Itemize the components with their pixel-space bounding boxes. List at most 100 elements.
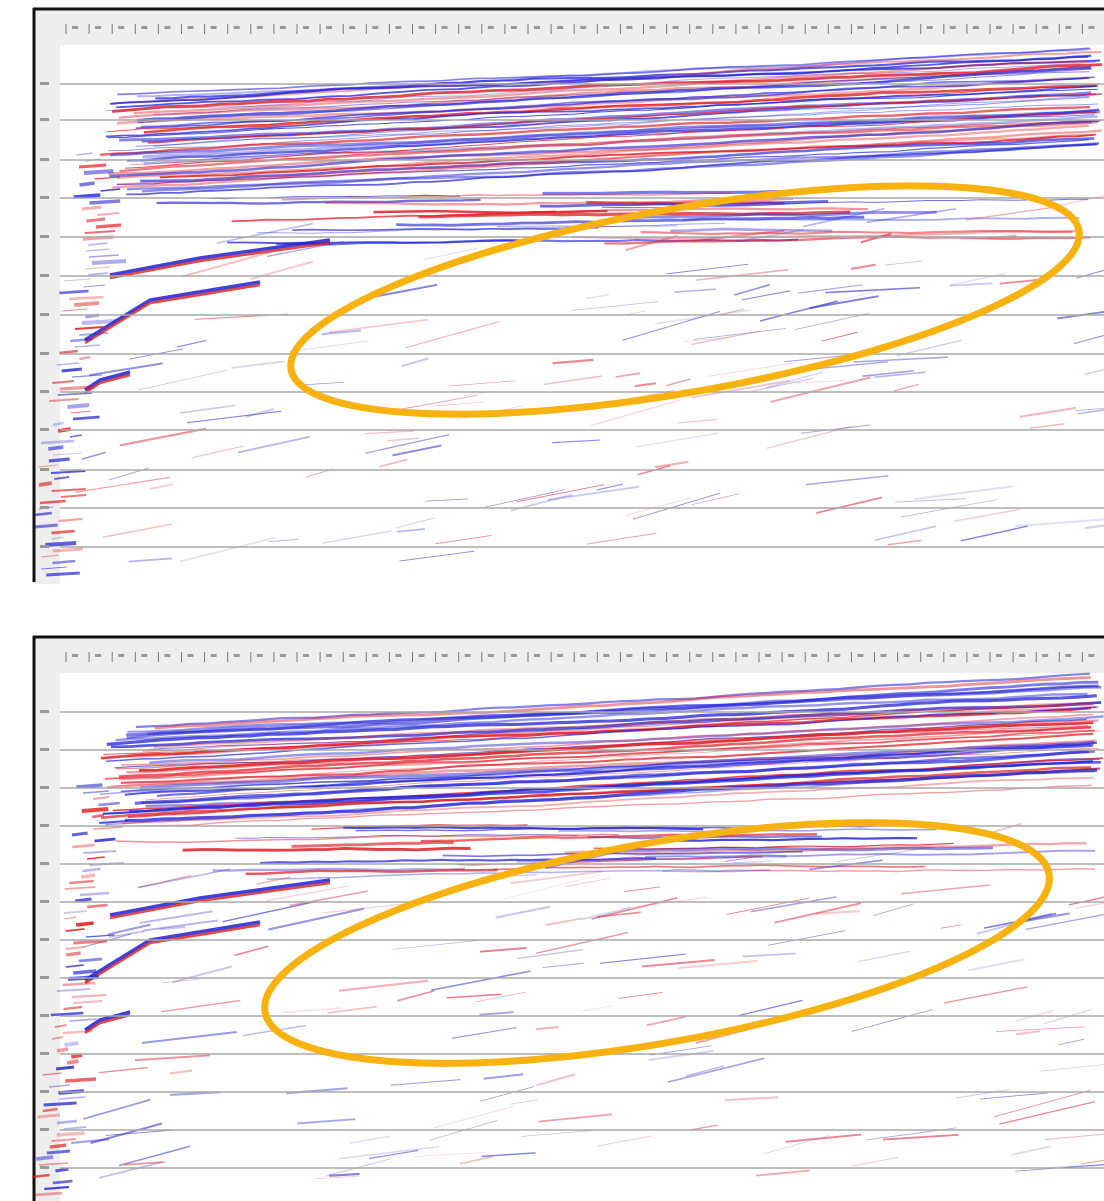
ruler-label-glyph — [557, 26, 563, 29]
ruler-label-glyph — [442, 654, 448, 657]
ruler-label-glyph — [881, 654, 887, 657]
ruler-label-glyph — [857, 26, 863, 29]
ruler-label-glyph — [488, 654, 494, 657]
edge-noise — [45, 543, 76, 545]
ruler-label-glyph — [511, 26, 517, 29]
ruler-label-glyph — [580, 654, 586, 657]
ruler-label-glyph — [650, 26, 656, 29]
ruler-label-glyph — [234, 654, 240, 657]
ruler-label-glyph — [927, 26, 933, 29]
ruler-label-glyph — [118, 654, 124, 657]
edge-noise — [57, 1121, 77, 1123]
edge-noise — [74, 303, 99, 305]
ruler-label-glyph — [742, 26, 748, 29]
ruler-label-glyph — [511, 654, 517, 657]
ruler-label-glyph — [603, 654, 609, 657]
edge-noise — [66, 953, 81, 955]
ruler-label-glyph — [696, 654, 702, 657]
ruler-label-glyph — [349, 654, 355, 657]
ruler-label-glyph — [372, 26, 378, 29]
axis-label-glyph — [40, 158, 49, 161]
ruler-label-glyph — [465, 26, 471, 29]
ruler-label-glyph — [72, 26, 78, 29]
ruler-label-glyph — [1088, 26, 1094, 29]
edge-noise — [55, 1169, 68, 1171]
edge-noise — [39, 483, 52, 485]
edge-noise — [75, 899, 91, 901]
ruler-label-glyph — [395, 654, 401, 657]
ruler-label-glyph — [95, 26, 101, 29]
axis-label-glyph — [40, 748, 49, 751]
edge-noise — [57, 1133, 85, 1135]
ruler-label-glyph — [1042, 654, 1048, 657]
ruler-label-glyph — [419, 654, 425, 657]
edge-noise — [53, 549, 83, 551]
edge-noise — [81, 875, 95, 877]
ruler-label-glyph — [719, 654, 725, 657]
edge-noise — [48, 447, 63, 449]
ruler-label-glyph — [904, 654, 910, 657]
ruler-label-glyph — [811, 654, 817, 657]
ruler-label-glyph — [765, 654, 771, 657]
axis-label-glyph — [40, 1166, 49, 1169]
edge-noise — [82, 809, 108, 811]
ruler-label-glyph — [927, 654, 933, 657]
edge-noise — [44, 1103, 77, 1105]
ruler-label-glyph — [188, 26, 194, 29]
ruler-label-glyph — [72, 654, 78, 657]
ruler-label-glyph — [811, 26, 817, 29]
ruler-label-glyph — [326, 654, 332, 657]
axis-label-glyph — [40, 545, 49, 548]
axis-label-glyph — [40, 1052, 49, 1055]
ruler-label-glyph — [950, 654, 956, 657]
axis-label-glyph — [40, 196, 49, 199]
edge-noise — [73, 971, 96, 973]
ruler-label-glyph — [904, 26, 910, 29]
axis-label-glyph — [40, 506, 49, 509]
edge-noise — [92, 261, 126, 263]
ruler-label-glyph — [696, 26, 702, 29]
edge-noise — [49, 459, 70, 461]
ruler-label-glyph — [442, 26, 448, 29]
seismic-panel — [32, 636, 1104, 1201]
ruler-label-glyph — [1065, 26, 1071, 29]
ruler-label-glyph — [257, 654, 263, 657]
ruler-label-glyph — [395, 26, 401, 29]
ruler-label-glyph — [234, 26, 240, 29]
ruler-label-glyph — [280, 654, 286, 657]
ruler-label-glyph — [141, 654, 147, 657]
ruler-label-glyph — [834, 26, 840, 29]
ruler-label-glyph — [881, 26, 887, 29]
edge-noise — [35, 525, 58, 527]
ruler-label-glyph — [765, 26, 771, 29]
ruler-label-glyph — [626, 26, 632, 29]
ruler-label-glyph — [719, 26, 725, 29]
edge-noise — [56, 1067, 74, 1069]
edge-noise — [62, 369, 82, 371]
axis-label-glyph — [40, 352, 49, 355]
ruler-label-glyph — [996, 26, 1002, 29]
edge-noise — [82, 207, 102, 209]
edge-noise — [47, 1151, 70, 1153]
axis-label-glyph — [40, 428, 49, 431]
edge-noise — [41, 441, 74, 443]
edge-noise — [64, 1043, 78, 1045]
ruler-label-glyph — [1019, 654, 1025, 657]
edge-noise — [57, 1049, 68, 1051]
ruler-label-glyph — [534, 654, 540, 657]
ruler-label-glyph — [257, 26, 263, 29]
ruler-label-glyph — [465, 654, 471, 657]
edge-noise — [67, 405, 89, 407]
ruler-label-glyph — [303, 654, 309, 657]
edge-noise — [67, 1061, 78, 1063]
ruler-label-glyph — [1088, 654, 1094, 657]
ruler-label-glyph — [626, 654, 632, 657]
ruler-label-glyph — [557, 654, 563, 657]
seismic-view — [0, 0, 1104, 1201]
reflector — [670, 229, 832, 231]
ruler-label-glyph — [303, 26, 309, 29]
ruler-label-glyph — [742, 654, 748, 657]
axis-label-glyph — [40, 824, 49, 827]
axis-label-glyph — [40, 786, 49, 789]
edge-noise — [72, 833, 88, 835]
